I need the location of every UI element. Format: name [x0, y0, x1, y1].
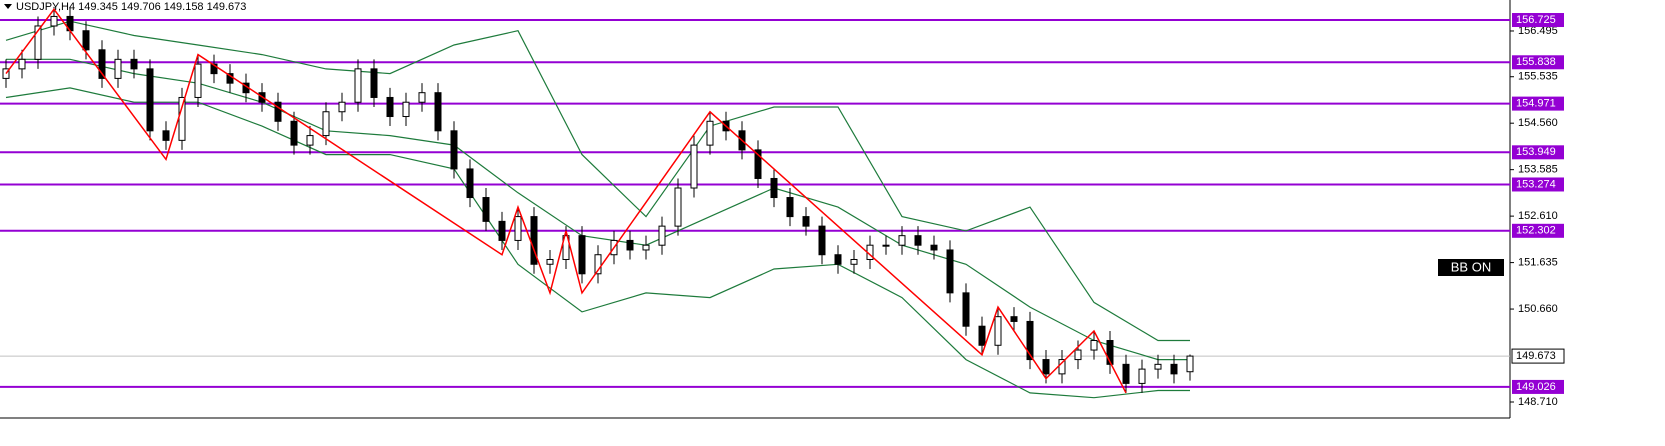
candle-body — [882, 244, 890, 247]
level-label: 153.949 — [1516, 146, 1556, 158]
candle-body — [1154, 363, 1162, 370]
candle-body — [370, 68, 378, 98]
candle-body — [2, 68, 10, 79]
candle-body — [786, 197, 794, 218]
candle-body — [546, 258, 554, 265]
candle-body — [114, 58, 122, 79]
candle-body — [418, 92, 426, 103]
candle-body — [1106, 340, 1114, 365]
price-badge — [1511, 348, 1565, 364]
candle-body — [338, 101, 346, 113]
candle-body — [642, 244, 650, 251]
candle-body — [946, 249, 954, 294]
y-tick-label: 154.560 — [1518, 117, 1558, 129]
candle-body — [1026, 320, 1034, 361]
level-badge — [1512, 223, 1564, 238]
header-arrow — [4, 4, 12, 9]
y-tick-label: 155.535 — [1518, 71, 1558, 83]
candle-body — [1170, 363, 1178, 375]
y-tick-label: 148.710 — [1518, 396, 1558, 408]
candle-body — [130, 58, 138, 70]
candle-body — [674, 187, 682, 227]
zigzag — [5, 8, 1127, 394]
candle-body — [34, 25, 42, 60]
candle-body — [834, 254, 842, 265]
y-tick-label: 152.610 — [1518, 210, 1558, 222]
candle-body — [1122, 363, 1130, 384]
candle-body — [98, 49, 106, 79]
candle-body — [802, 216, 810, 227]
candle-body — [898, 235, 906, 246]
candle-body — [386, 96, 394, 118]
candle-body — [1186, 355, 1194, 373]
level-badge — [1512, 13, 1564, 28]
level-label: 149.026 — [1516, 381, 1556, 393]
candle-body — [1042, 359, 1050, 375]
indicator-badge — [1438, 259, 1504, 276]
candle-body — [562, 235, 570, 260]
price-label: 149.673 — [1516, 350, 1556, 362]
candle-body — [1010, 316, 1018, 322]
candle-body — [978, 325, 986, 346]
candle-body — [482, 197, 490, 222]
level-label: 153.274 — [1516, 178, 1556, 190]
candle-body — [594, 254, 602, 275]
candle-body — [82, 30, 90, 51]
band-lower — [5, 87, 1190, 399]
candle-body — [690, 144, 698, 189]
y-tick-label: 150.660 — [1518, 303, 1558, 315]
indicator-label: BB ON — [1451, 259, 1491, 274]
candle-body — [290, 120, 298, 146]
candle-body — [514, 216, 522, 241]
candle-body — [162, 130, 170, 141]
candle-body — [658, 225, 666, 246]
candle-body — [498, 220, 506, 241]
candle-body — [850, 258, 858, 265]
candle-body — [818, 225, 826, 256]
candle-body — [466, 168, 474, 199]
y-tick-label: 151.635 — [1518, 256, 1558, 268]
candle-body — [210, 63, 218, 75]
candle-body — [914, 235, 922, 246]
band-upper — [5, 20, 1190, 342]
candle-body — [18, 58, 26, 70]
level-label: 155.838 — [1516, 56, 1556, 68]
candle-body — [770, 177, 778, 199]
candle-body — [354, 68, 362, 103]
level-badge — [1512, 177, 1564, 192]
candle-body — [1090, 340, 1098, 351]
candle-body — [962, 292, 970, 327]
candle-body — [626, 239, 634, 251]
header: USDJPY,H4 149.345 149.706 149.158 149.67… — [16, 1, 246, 13]
y-tick-label: 153.585 — [1518, 164, 1558, 176]
candle-body — [706, 120, 714, 146]
level-badge — [1512, 55, 1564, 70]
candle-body — [434, 92, 442, 132]
y-tick-label: 156.495 — [1518, 25, 1558, 37]
candle-body — [450, 130, 458, 170]
candle-body — [178, 96, 186, 141]
candle-body — [402, 101, 410, 118]
candle-body — [322, 111, 330, 137]
level-badge — [1512, 379, 1564, 394]
candle-body — [50, 15, 58, 27]
level-label: 154.971 — [1516, 98, 1556, 110]
level-badge — [1512, 96, 1564, 111]
candle-body — [994, 316, 1002, 346]
candle-body — [930, 244, 938, 251]
level-label: 152.302 — [1516, 225, 1556, 237]
candle-body — [578, 235, 586, 275]
candle-body — [194, 63, 202, 98]
plot: 156.495 155.535 154.560 153.585 152.610 151.6… — [0, 6, 1565, 408]
candle-body — [274, 101, 282, 122]
candle-body — [1138, 368, 1146, 384]
candle-body — [754, 149, 762, 179]
level-label: 156.725 — [1516, 14, 1556, 26]
candle-body — [146, 68, 154, 132]
level-badge — [1512, 145, 1564, 160]
candle-body — [1074, 349, 1082, 361]
candle-body — [306, 135, 314, 146]
